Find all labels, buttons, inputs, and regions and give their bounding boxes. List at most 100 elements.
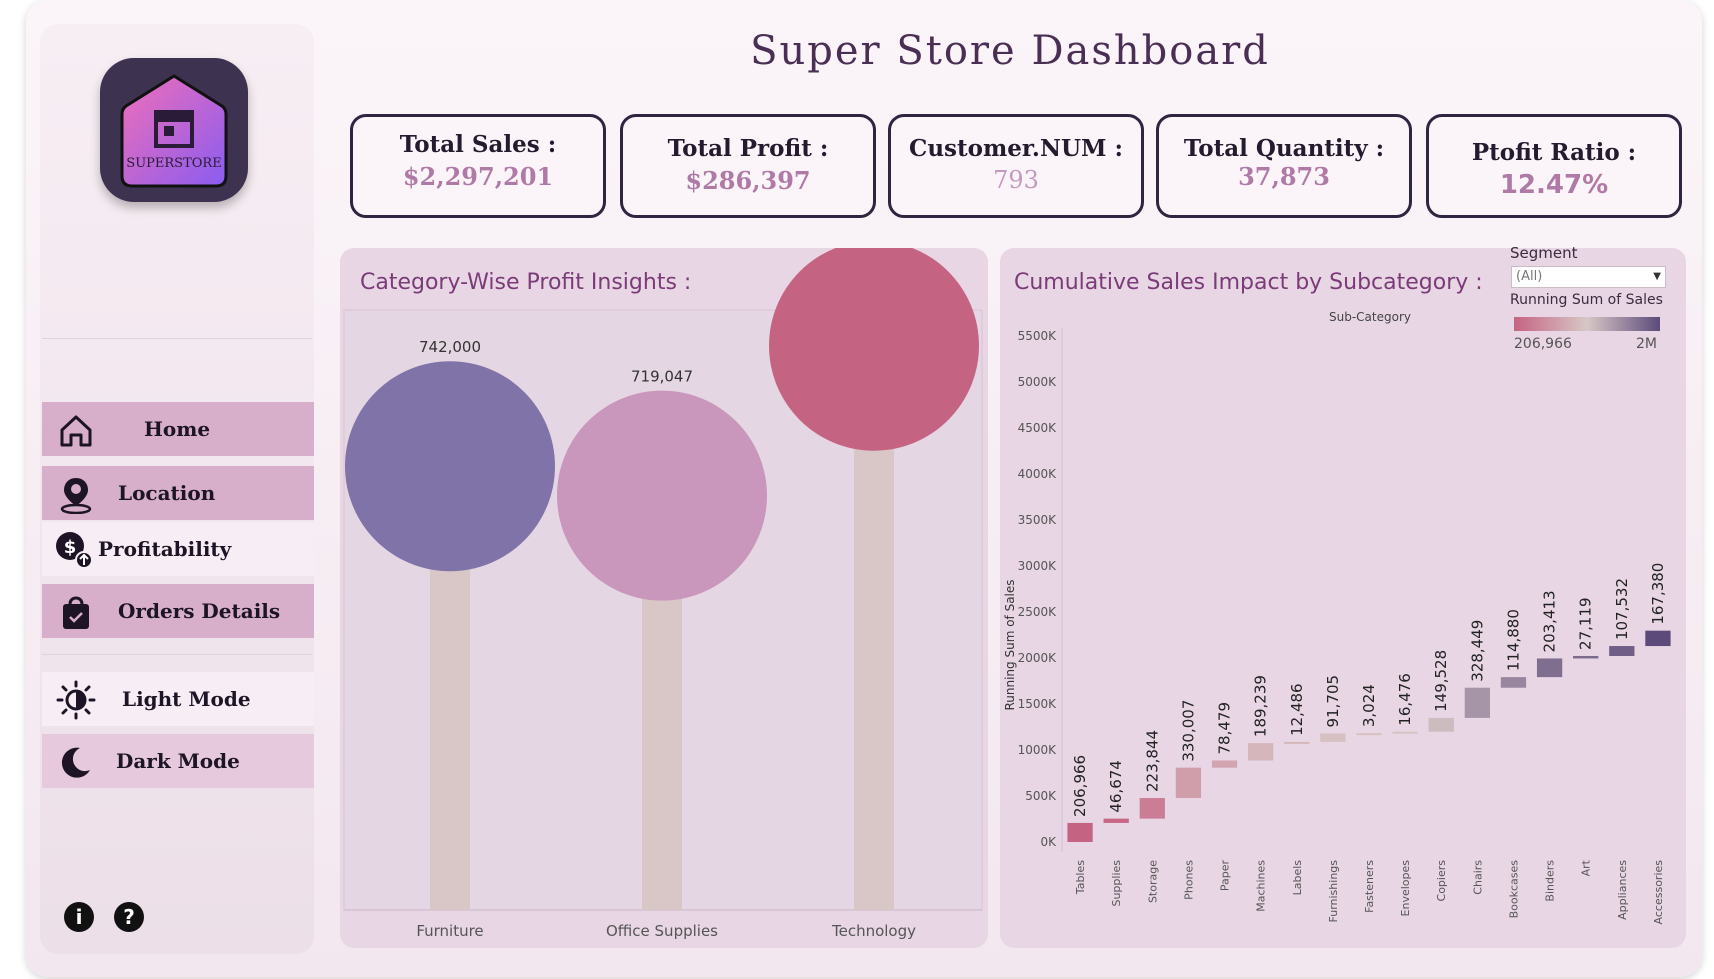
kpi-label: Customer.NUM : <box>909 135 1123 162</box>
data-label: 114,880 <box>1504 609 1522 671</box>
category-tick-label: Art <box>1580 859 1593 876</box>
sun-icon <box>56 680 96 720</box>
data-label: 27,119 <box>1577 597 1595 650</box>
kpi-label: Total Quantity : <box>1183 135 1385 162</box>
waterfall-chart-title: Cumulative Sales Impact by Subcategory : <box>1014 270 1483 295</box>
y-tick-label: 0K <box>1040 835 1057 849</box>
data-label: 91,705 <box>1324 675 1342 728</box>
segment-select[interactable]: (All) ▼ <box>1511 266 1666 288</box>
data-label: 330,007 <box>1179 700 1197 762</box>
data-label: 12,486 <box>1288 683 1306 736</box>
kpi-value: 793 <box>993 166 1039 194</box>
nav-profitability-label: Profitability Analysis <box>98 537 232 615</box>
superstore-logo: SUPERSTORE <box>100 58 248 202</box>
x-axis-title: Sub-Category <box>1329 310 1411 324</box>
lollipop-head <box>345 361 555 572</box>
kpi-label: Ptofit Ratio : <box>1471 139 1637 166</box>
category-tick-label: Appliances <box>1616 860 1629 920</box>
kpi-total-sales: Total Sales : $2,297,201 <box>350 114 606 218</box>
waterfall-bar <box>1464 687 1490 718</box>
category-tick-label: Furniture <box>416 922 483 940</box>
data-label: 46,674 <box>1107 760 1125 813</box>
waterfall-bar <box>1284 741 1310 744</box>
waterfall-bar <box>1500 677 1527 688</box>
category-tick-label: Envelopes <box>1399 860 1412 917</box>
light-mode-button[interactable]: Light Mode <box>42 672 314 726</box>
category-chart-title: Category-Wise Profit Insights : <box>360 270 692 295</box>
y-tick-label: 5000K <box>1018 375 1058 389</box>
kpi-profit-ratio: Ptofit Ratio : 12.47% <box>1426 114 1682 218</box>
kpi-value: $286,397 <box>685 166 811 195</box>
nav-home-label: Home <box>144 417 211 441</box>
waterfall-bar <box>1645 630 1671 647</box>
category-tick-label: Furnishings <box>1327 860 1340 923</box>
nav-orders-details[interactable]: Orders Details <box>42 584 314 638</box>
lollipop-head <box>557 390 767 601</box>
kpi-value: $2,297,201 <box>402 162 554 191</box>
y-tick-label: 1500K <box>1018 697 1058 711</box>
y-tick-label: 1000K <box>1018 743 1058 757</box>
data-label: 3,024 <box>1360 684 1378 727</box>
kpi-value: 37,873 <box>1238 162 1330 191</box>
moon-icon <box>61 747 90 778</box>
kpi-customer-num: Customer.NUM : 793 <box>888 114 1144 218</box>
kpi-label: Total Profit : <box>667 135 829 162</box>
segment-filter-label: Segment <box>1510 244 1578 262</box>
question-icon[interactable]: ? <box>114 902 144 932</box>
waterfall-bar <box>1320 733 1346 742</box>
chevron-down-icon: ▼ <box>1653 271 1661 282</box>
waterfall-bar <box>1428 717 1454 732</box>
legend-min: 206,966 <box>1514 336 1572 352</box>
data-label: 167,380 <box>1649 563 1667 625</box>
waterfall-bar <box>1103 818 1129 823</box>
y-tick-label: 4500K <box>1018 421 1058 435</box>
nav-home[interactable]: Home <box>42 402 314 456</box>
store-icon <box>120 74 228 188</box>
data-label: 149,528 <box>1432 650 1450 712</box>
data-label: 203,413 <box>1541 590 1559 652</box>
nav-orders-label: Orders Details <box>118 599 281 623</box>
legend-title: Running Sum of Sales <box>1510 292 1663 308</box>
nav-location-analysis[interactable]: Location Analysis <box>42 466 314 559</box>
waterfall-bar <box>1067 822 1093 842</box>
data-label: 78,479 <box>1216 702 1234 755</box>
category-tick-label: Technology <box>831 922 916 940</box>
svg-text:$: $ <box>64 537 77 558</box>
category-tick-label: Office Supplies <box>606 922 718 940</box>
segment-select-value: (All) <box>1516 269 1543 284</box>
category-tick-label: Copiers <box>1435 860 1448 902</box>
nav-location-label: Location Analysis <box>118 481 216 559</box>
y-tick-label: 4000K <box>1018 467 1058 481</box>
subcategory-sales-panel: Cumulative Sales Impact by Subcategory : <box>1000 248 1686 948</box>
category-tick-label: Machines <box>1255 860 1268 912</box>
sidebar: SUPERSTORE Home Location Analysis $ Prof… <box>40 24 314 954</box>
category-tick-label: Labels <box>1291 860 1304 896</box>
category-tick-label: Chairs <box>1471 860 1484 895</box>
data-label: 328,449 <box>1468 620 1486 682</box>
home-icon <box>60 415 92 447</box>
category-tick-label: Phones <box>1182 860 1195 900</box>
dark-mode-button[interactable]: Dark Mode <box>42 734 314 788</box>
color-legend-bar <box>1514 317 1660 331</box>
waterfall-bar <box>1175 767 1202 799</box>
y-tick-label: 3500K <box>1018 513 1058 527</box>
waterfall-bar <box>1536 658 1563 678</box>
shopping-bag-icon <box>63 596 89 629</box>
kpi-value: 12.47% <box>1499 170 1609 200</box>
info-icon[interactable]: i <box>64 902 94 932</box>
kpi-total-profit: Total Profit : $286,397 <box>620 114 876 218</box>
kpi-total-quantity: Total Quantity : 37,873 <box>1156 114 1412 218</box>
nav-profitability-analysis[interactable]: $ Profitability Analysis <box>42 522 314 615</box>
legend-max: 2M <box>1636 336 1657 352</box>
y-tick-label: 2500K <box>1018 605 1058 619</box>
sidebar-divider <box>42 338 312 339</box>
data-label: 189,239 <box>1252 675 1270 737</box>
category-tick-label: Binders <box>1544 860 1557 902</box>
y-axis-title: Running Sum of Sales <box>1003 579 1017 710</box>
dollar-up-icon: $ <box>56 532 93 569</box>
y-tick-label: 5500K <box>1018 329 1058 343</box>
y-tick-label: 500K <box>1025 789 1057 803</box>
data-label: 16,476 <box>1396 673 1414 726</box>
lollipop-head <box>769 248 979 451</box>
